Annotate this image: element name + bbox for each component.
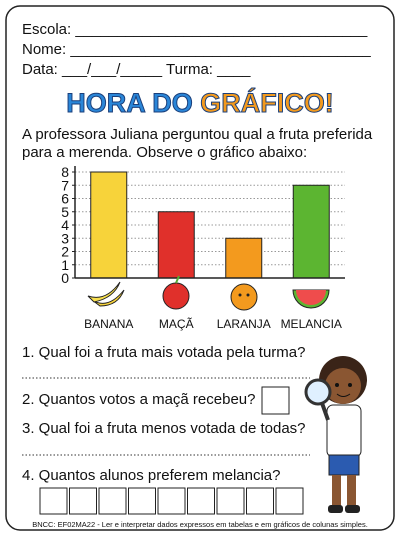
y-tick-label: 4 [61,217,69,233]
answer-box[interactable] [39,487,68,515]
boy-illustration [304,356,367,513]
question: 4. Quantos alunos preferem melancia? [22,467,280,484]
intro-line: A professora Juliana perguntou qual a fr… [22,126,373,143]
answer-box[interactable] [261,386,290,415]
question: 3. Qual foi a fruta menos votada de toda… [22,420,306,437]
answer-box[interactable] [157,487,186,515]
answer-box[interactable] [128,487,156,515]
y-tick-label: 8 [61,164,69,180]
answer-box[interactable] [275,487,304,515]
question: 1. Qual foi a fruta mais votada pela tur… [22,344,305,361]
answer-box[interactable] [216,487,245,515]
title-part: GRÁFICO! [200,87,333,118]
y-tick-label: 1 [61,257,69,273]
answer-box[interactable] [98,487,127,515]
header-field: Data: ___/___/_____ Turma: ____ [22,61,251,78]
bar [157,211,195,279]
question: 2. Quantos votos a maçã recebeu? [22,391,255,408]
x-tick-label: MAÇÃ [159,317,194,331]
y-tick-label: 0 [61,270,69,286]
header-field: Nome: __________________________________… [22,41,371,58]
questions: 1. Qual foi a fruta mais votada pela tur… [22,344,310,484]
intro-line: para a merenda. Observe o gráfico abaixo… [22,144,307,161]
y-tick-label: 7 [61,177,69,193]
fruit-icons [87,275,330,311]
answer-box[interactable] [187,487,215,515]
header-field: Escola: ________________________________… [22,21,368,38]
page-border [5,5,395,531]
footer: BNCC: EF02MA22 - Ler e interpretar dados… [32,520,368,529]
bar [292,184,330,279]
x-tick-label: BANANA [84,317,133,331]
x-tick-label: MELANCIA [281,317,342,331]
answer-box[interactable] [69,487,97,515]
answer-box[interactable] [246,487,274,515]
x-tick-label: LARANJA [217,317,271,331]
answer-boxes [39,487,304,515]
y-tick-label: 3 [61,230,69,246]
y-tick-label: 2 [61,244,69,260]
y-tick-label: 6 [61,191,69,207]
bar [90,171,128,279]
bar [225,237,263,279]
title: HORA DO GRÁFICO! [66,87,334,118]
title-part: HORA DO [66,88,193,118]
y-tick-label: 5 [61,204,69,220]
